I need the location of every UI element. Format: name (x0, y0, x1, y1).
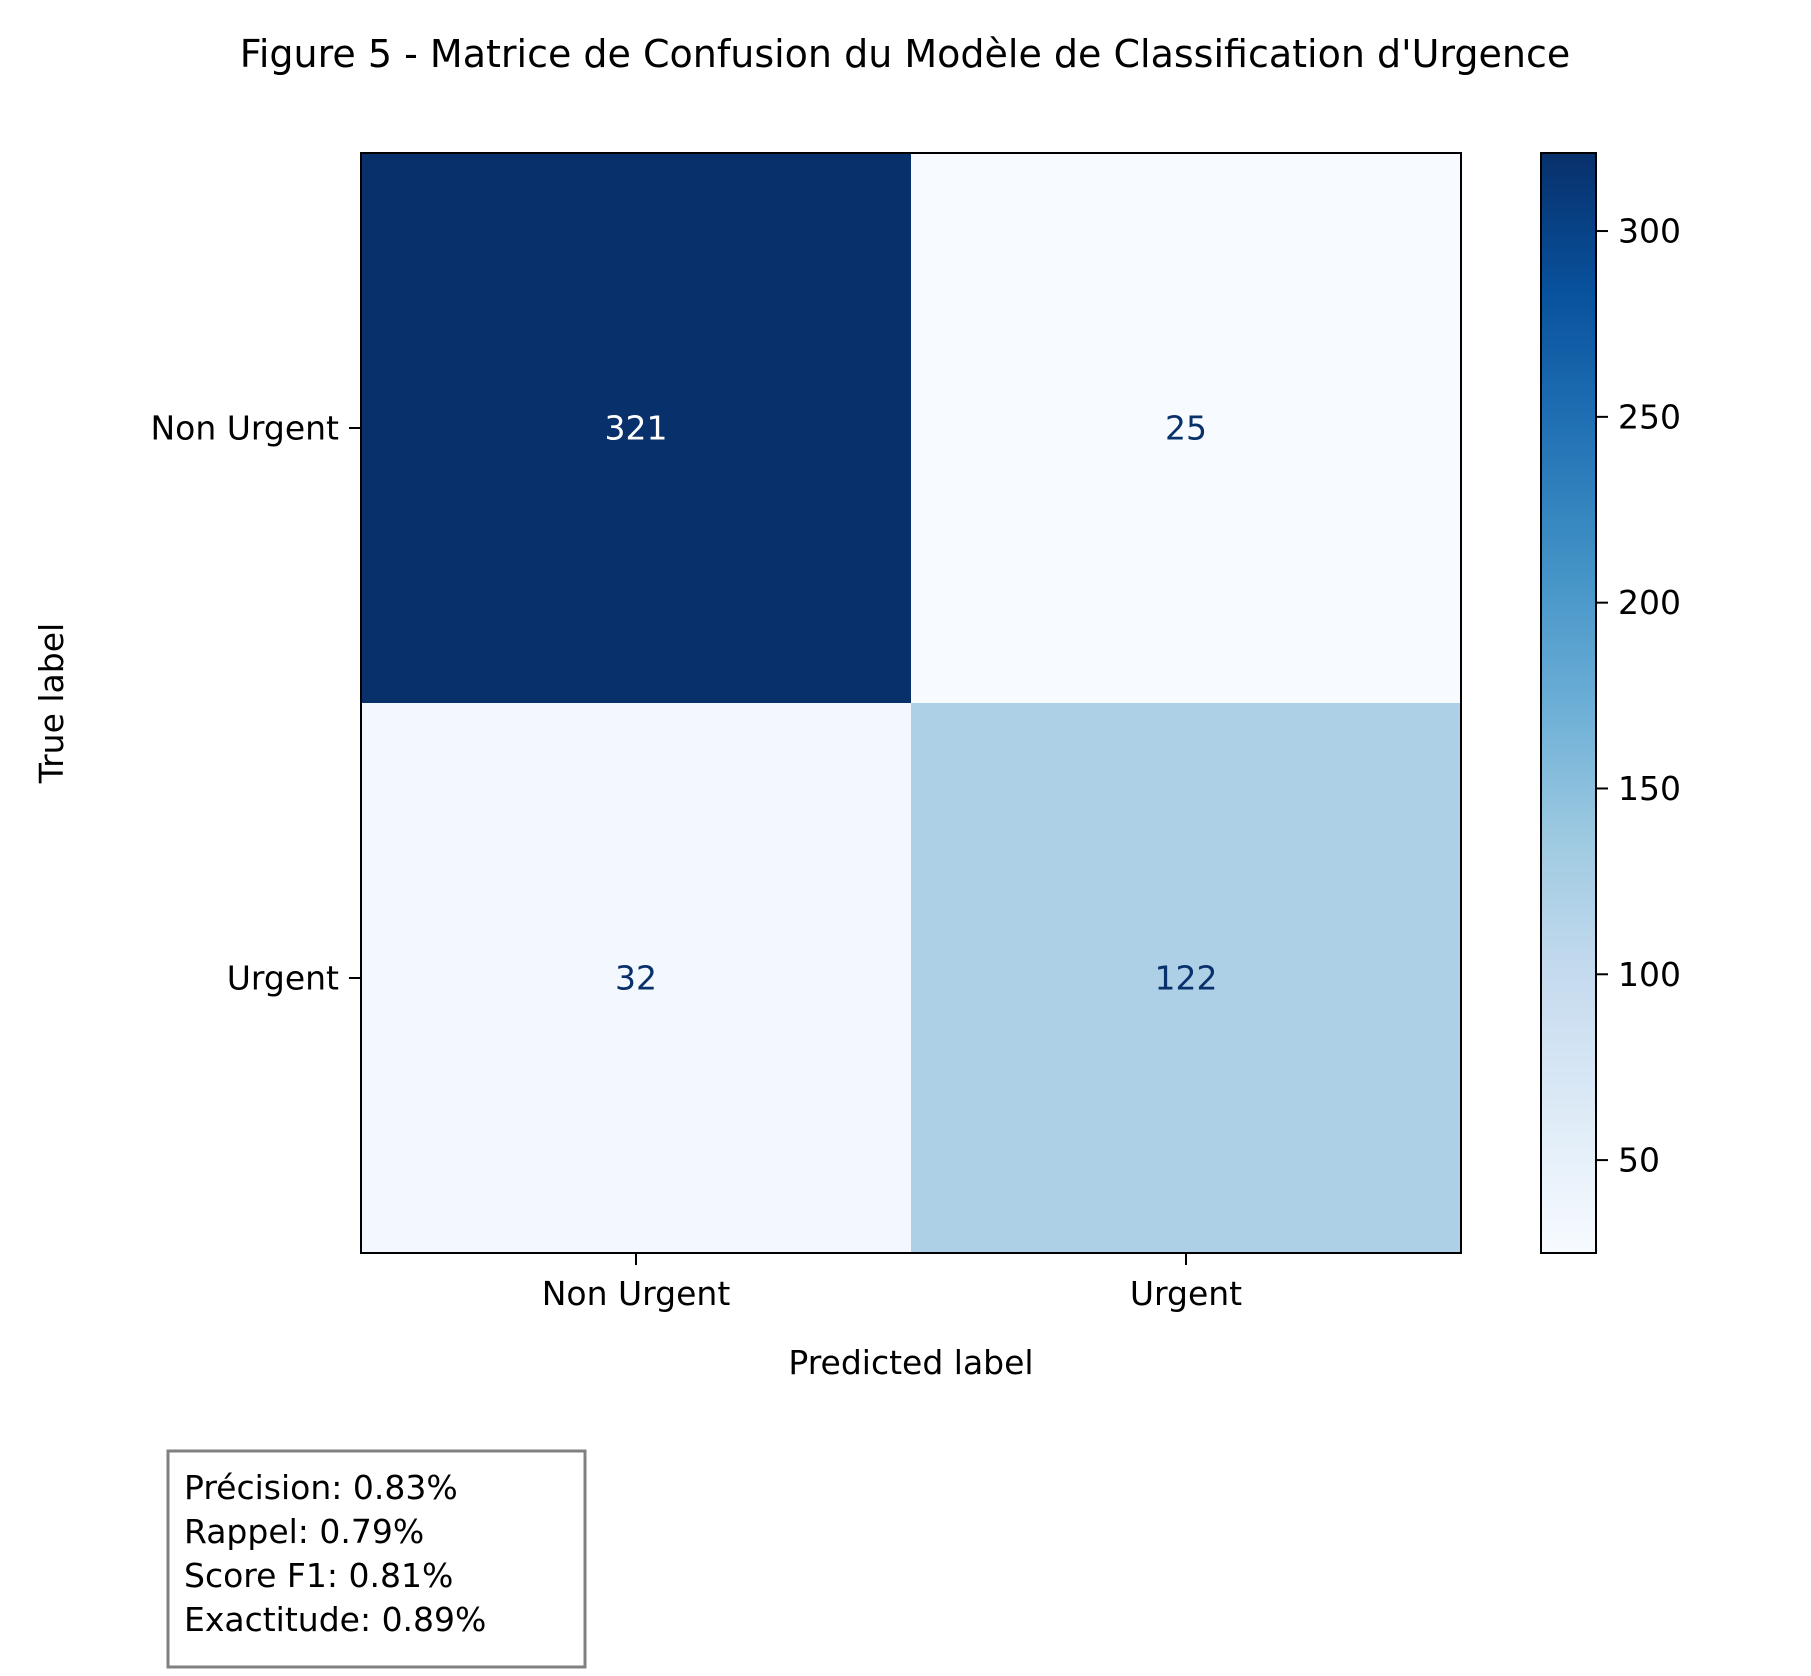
colorbar-tick-label: 200 (1618, 583, 1681, 622)
metric-line: Exactitude: 0.89% (184, 1600, 486, 1639)
chart-title: Figure 5 - Matrice de Confusion du Modèl… (240, 32, 1570, 76)
metric-line: Rappel: 0.79% (184, 1512, 424, 1551)
colorbar-ticks: 50 100 150 200 250 300 (1596, 212, 1681, 1180)
x-axis-label: Predicted label (788, 1343, 1033, 1382)
y-tick-label: Non Urgent (150, 409, 339, 448)
colorbar-tick-label: 300 (1618, 212, 1681, 251)
colorbar (1540, 152, 1597, 1254)
matrix-cell-1-0 (361, 703, 912, 1254)
cell-value-1-1: 122 (1155, 959, 1218, 998)
y-axis-ticks: Non Urgent Urgent (150, 409, 361, 998)
colorbar-tick-label: 150 (1618, 769, 1681, 808)
colorbar-tick-label: 250 (1618, 397, 1681, 436)
y-axis-label: True label (32, 623, 71, 784)
x-tick-label: Non Urgent (542, 1274, 731, 1313)
matrix-cell-0-1 (911, 153, 1462, 704)
colorbar-tick-label: 50 (1618, 1141, 1660, 1180)
matrix-cell-1-1 (911, 703, 1462, 1254)
matrix-cell-0-0 (361, 153, 912, 704)
cell-value-0-0: 321 (605, 409, 668, 448)
metric-line: Score F1: 0.81% (184, 1556, 453, 1595)
cell-value-1-0: 32 (615, 959, 657, 998)
y-tick-label: Urgent (227, 959, 339, 998)
x-axis-ticks: Non Urgent Urgent (542, 1253, 1242, 1313)
matrix-cells: 321 25 32 122 (361, 153, 1462, 1254)
metrics-box: Précision: 0.83% Rappel: 0.79% Score F1: 0… (166, 1449, 587, 1669)
cell-value-0-1: 25 (1165, 409, 1207, 448)
plot-frame (360, 152, 1462, 1254)
metrics-box-frame (166, 1449, 587, 1669)
colorbar-tick-label: 100 (1618, 955, 1681, 994)
metric-line: Précision: 0.83% (184, 1468, 458, 1507)
x-tick-label: Urgent (1130, 1274, 1242, 1313)
